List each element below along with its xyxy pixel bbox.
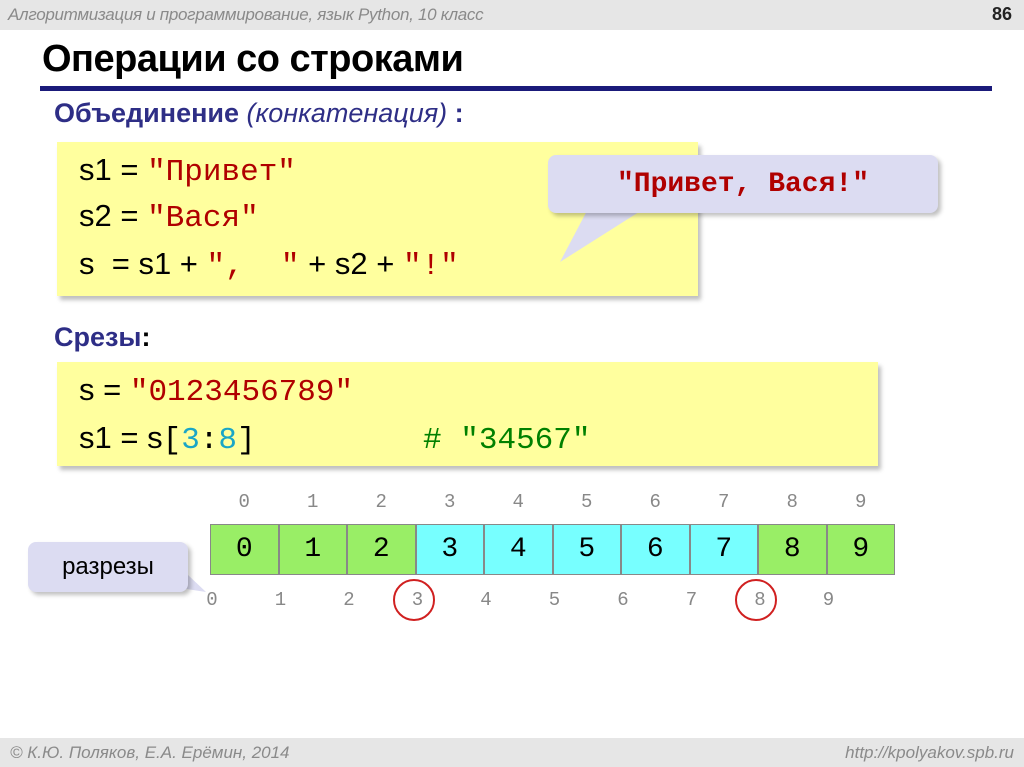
concat-heading-note: (конкатенация) bbox=[246, 98, 448, 128]
code-token: s = s1 + bbox=[79, 246, 207, 281]
slide-title: Операции со строками bbox=[42, 38, 464, 80]
code-line: s1 = s[3:8] # "34567" bbox=[79, 420, 590, 458]
slices-heading-text: Срезы bbox=[54, 322, 142, 352]
char-index: 5 bbox=[581, 491, 593, 513]
code-token: s1 = bbox=[79, 152, 148, 187]
slices-code-block: s = "0123456789" s1 = s[3:8] # "34567" bbox=[57, 362, 878, 466]
cut-index: 1 bbox=[274, 589, 287, 611]
string-cell: 2 bbox=[347, 524, 416, 575]
code-token: + s2 + bbox=[299, 246, 403, 281]
cut-index: 4 bbox=[480, 589, 492, 611]
char-index: 3 bbox=[444, 491, 456, 513]
code-token: # "34567" bbox=[255, 423, 591, 458]
code-token: ", " bbox=[206, 249, 300, 284]
char-index: 6 bbox=[649, 491, 661, 513]
title-rule bbox=[40, 86, 992, 91]
code-token: "Вася" bbox=[147, 201, 259, 236]
cut-index: 0 bbox=[206, 589, 218, 611]
slices-heading: Срезы: bbox=[54, 322, 151, 353]
code-line: s = s1 + ", " + s2 + "!" bbox=[79, 246, 459, 284]
string-cell: 8 bbox=[758, 524, 827, 575]
concat-result-callout: "Привет, Вася!" bbox=[548, 155, 938, 213]
string-cell: 4 bbox=[484, 524, 553, 575]
page-number: 86 bbox=[991, 4, 1012, 24]
code-token: "0123456789" bbox=[129, 375, 354, 410]
slide-footer: © К.Ю. Поляков, Е.А. Ерёмин, 2014 http:/… bbox=[0, 738, 1024, 767]
cut-circle bbox=[735, 579, 777, 621]
code-line: s2 = "Вася" bbox=[79, 198, 259, 236]
cut-index: 9 bbox=[822, 589, 835, 611]
slide-header: Алгоритмизация и программирование, язык … bbox=[0, 0, 1024, 30]
concat-heading-text: Объединение bbox=[54, 98, 240, 128]
code-token: 3 bbox=[181, 423, 200, 458]
string-cell: 9 bbox=[826, 524, 895, 575]
code-line: s = "0123456789" bbox=[79, 372, 353, 410]
char-index: 1 bbox=[307, 491, 319, 513]
concat-heading: Объединение (конкатенация) : bbox=[54, 98, 464, 129]
char-index: 8 bbox=[786, 491, 798, 513]
code-line: s1 = "Привет" bbox=[79, 152, 296, 190]
char-index: 0 bbox=[238, 491, 250, 513]
cut-index: 6 bbox=[617, 589, 629, 611]
concat-heading-colon: : bbox=[447, 98, 464, 128]
string-cell: 3 bbox=[415, 524, 484, 575]
string-cell: 7 bbox=[689, 524, 758, 575]
slices-heading-colon: : bbox=[141, 322, 151, 352]
code-token: ] bbox=[237, 423, 256, 458]
code-token: s = bbox=[79, 372, 130, 407]
string-cell: 0 bbox=[210, 524, 279, 575]
cut-circle bbox=[392, 579, 435, 621]
footer-url[interactable]: http://kpolyakov.spb.ru bbox=[845, 743, 1014, 762]
code-token: [ bbox=[162, 423, 182, 458]
char-index: 4 bbox=[512, 491, 524, 513]
char-index: 7 bbox=[718, 491, 730, 513]
cut-label: разрезы bbox=[28, 542, 188, 592]
code-token: "!" bbox=[402, 249, 459, 284]
course-title: Алгоритмизация и программирование, язык … bbox=[8, 5, 484, 24]
code-token: "Привет" bbox=[147, 155, 296, 190]
char-index: 9 bbox=[855, 491, 867, 513]
footer-authors: © К.Ю. Поляков, Е.А. Ерёмин, 2014 bbox=[10, 743, 290, 762]
string-cell: 5 bbox=[552, 524, 621, 575]
string-cell: 6 bbox=[621, 524, 690, 575]
cut-index: 2 bbox=[343, 589, 355, 611]
cut-index: 7 bbox=[685, 589, 698, 611]
code-token: s1 = s bbox=[79, 420, 163, 455]
char-index: 2 bbox=[375, 491, 387, 513]
code-token: s2 = bbox=[79, 198, 148, 233]
string-cell: 1 bbox=[278, 524, 347, 575]
cut-index: 5 bbox=[548, 589, 561, 611]
code-token: : bbox=[199, 423, 219, 458]
code-token: 8 bbox=[218, 423, 238, 458]
